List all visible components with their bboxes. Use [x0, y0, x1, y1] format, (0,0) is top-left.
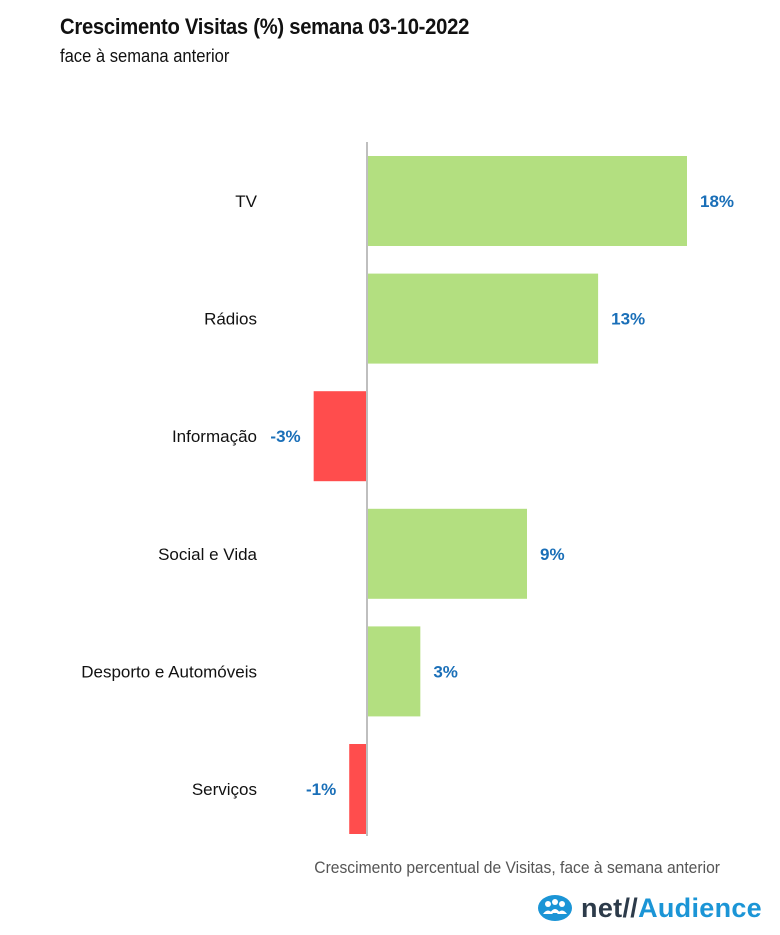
bar-5 [349, 744, 367, 834]
brand-net-text: net [581, 892, 623, 923]
chart-title: Crescimento Visitas (%) semana 03-10-202… [60, 14, 470, 39]
bar-3 [367, 508, 527, 599]
bar-1 [367, 273, 599, 364]
axis-footnote: Crescimento percentual de Visitas, face … [314, 858, 720, 877]
category-label: Rádios [204, 310, 257, 329]
category-label: Desporto e Automóveis [81, 662, 257, 681]
category-label: TV [235, 192, 257, 211]
bar-2 [313, 391, 367, 482]
value-label: -1% [306, 780, 336, 799]
brand-audience-text: Audience [638, 892, 762, 923]
bar-chart: TV 18% Rádios 13% Informação -3% Social e Vida… [81, 142, 734, 836]
value-label: 3% [433, 662, 458, 681]
category-label: Social e Vida [158, 545, 257, 564]
category-label: Informação [172, 427, 257, 446]
brand-slash-text: // [622, 892, 639, 923]
audience-people-icon [538, 895, 573, 921]
value-label: 13% [611, 310, 645, 329]
value-label: 18% [700, 192, 734, 211]
chart-subtitle: face à semana anterior [60, 46, 230, 66]
bar-0 [367, 156, 687, 246]
category-label: Serviços [192, 780, 257, 799]
value-label: 9% [540, 545, 565, 564]
brand-logo: net//Audience [537, 890, 762, 926]
value-label: -3% [270, 427, 300, 446]
bar-4 [367, 626, 421, 717]
